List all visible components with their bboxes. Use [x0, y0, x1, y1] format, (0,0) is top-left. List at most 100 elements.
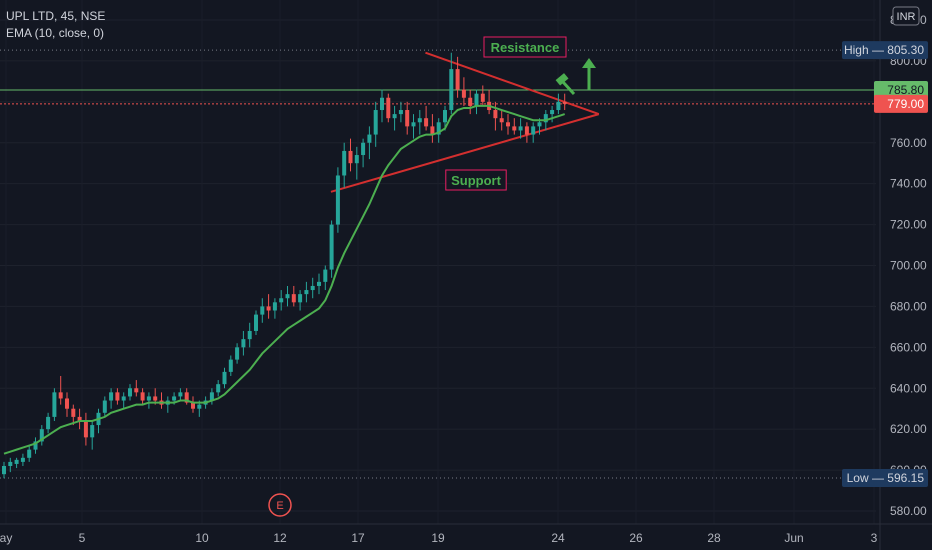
candle-body: [329, 224, 334, 270]
candle-body: [361, 142, 366, 156]
resistance-annotation-text: Resistance: [491, 40, 560, 55]
candle-body: [260, 306, 265, 315]
resistance-price-tag: 785.80: [874, 80, 928, 99]
candle-body: [335, 175, 340, 225]
triangle-pattern: [330, 51, 600, 193]
candle-body: [354, 155, 359, 164]
candle-body: [443, 110, 447, 123]
support-annotation[interactable]: Support: [445, 169, 507, 191]
resistance-trendline[interactable]: [425, 51, 600, 116]
candle-body: [33, 441, 38, 450]
candle-body: [398, 110, 403, 115]
candle-body: [373, 110, 378, 135]
candle-body: [310, 285, 315, 291]
hammer-icon: [555, 73, 576, 96]
y-tick-label: 760.00: [890, 136, 927, 150]
support-trendline[interactable]: [330, 113, 600, 193]
earnings-letter: E: [276, 500, 283, 512]
candle-body: [436, 122, 441, 135]
candle-body: [128, 388, 132, 397]
candle-body: [8, 461, 13, 466]
candle-body: [386, 97, 391, 119]
candle-body: [562, 101, 567, 104]
candle-body: [65, 398, 69, 409]
grid: [0, 19, 876, 512]
candle-body: [115, 392, 120, 401]
candle-body: [102, 400, 107, 413]
reference-lines: [0, 49, 876, 479]
x-tick-label: 12: [273, 531, 287, 545]
y-tick-label: 640.00: [890, 381, 927, 395]
x-tick-label: 26: [629, 531, 643, 545]
candle-body: [178, 392, 183, 397]
candle-body: [298, 294, 303, 303]
y-tick-label: 680.00: [890, 299, 927, 313]
candle-body: [197, 404, 202, 409]
last-price-tag: 779.00: [874, 94, 928, 113]
support-annotation-text: Support: [451, 173, 501, 188]
currency-badge-border: [892, 6, 920, 26]
candle-body: [411, 122, 416, 127]
arrow-head: [582, 58, 596, 68]
candle-body: [430, 126, 435, 135]
hammer-handle: [561, 80, 576, 96]
earnings-marker-icon[interactable]: E: [268, 493, 292, 517]
candle-body: [342, 150, 347, 176]
candle-body: [266, 306, 271, 311]
ema-indicator-label[interactable]: EMA (10, close, 0): [6, 26, 105, 40]
candle-body: [14, 459, 19, 464]
low-tag-text: Low — 596.15: [847, 471, 925, 485]
candle-body: [58, 392, 63, 399]
candle-body: [140, 392, 145, 401]
candle-body: [39, 429, 44, 442]
candle-body: [317, 281, 321, 286]
currency-badge[interactable]: INR: [892, 6, 920, 26]
ema-line[interactable]: [3, 104, 566, 455]
candle-body: [392, 114, 397, 119]
symbol-title[interactable]: UPL LTD, 45, NSE: [6, 9, 106, 23]
candle-body: [2, 465, 6, 475]
chart-legend: UPL LTD, 45, NSE EMA (10, close, 0): [6, 8, 105, 42]
candle-body: [367, 134, 372, 143]
earnings-circle: [268, 493, 292, 517]
candle-body: [52, 392, 57, 417]
candle-body: [71, 408, 76, 417]
x-tick-label: 28: [707, 531, 721, 545]
y-tick-label: 700.00: [890, 259, 927, 273]
candle-body: [543, 114, 548, 123]
candle-body: [550, 110, 555, 115]
candle-body: [83, 420, 88, 438]
breakout-arrow-icon: [582, 58, 596, 90]
candle-body: [90, 425, 95, 438]
candle-body: [172, 396, 177, 401]
candle-body: [222, 371, 227, 385]
resistance-price-tag-bg: [874, 80, 928, 99]
candle-body: [272, 302, 277, 311]
last-price-tag-text: 779.00: [887, 97, 924, 111]
high-tag-bg: [842, 41, 928, 60]
resistance-price-tag-text: 785.80: [887, 83, 924, 97]
candle-body: [20, 457, 25, 462]
support-annotation-box: [445, 169, 507, 191]
high-tag-text: High — 805.30: [844, 43, 924, 57]
candle-body: [146, 396, 151, 401]
candle-body: [291, 294, 296, 303]
candlesticks: [2, 52, 567, 479]
candle-body: [241, 339, 246, 348]
candle-body: [304, 290, 309, 295]
low-tag-bg: [842, 468, 928, 487]
candle-body: [228, 359, 233, 372]
x-tick-label: Jun: [784, 531, 803, 545]
candle-body: [254, 314, 258, 331]
candle-body: [556, 101, 561, 111]
candle-body: [27, 449, 32, 458]
candle-body: [216, 384, 221, 393]
high-tag: High — 805.30: [842, 41, 928, 60]
candle-body: [153, 396, 158, 401]
candle-body: [524, 126, 529, 135]
resistance-annotation[interactable]: Resistance: [483, 36, 567, 58]
